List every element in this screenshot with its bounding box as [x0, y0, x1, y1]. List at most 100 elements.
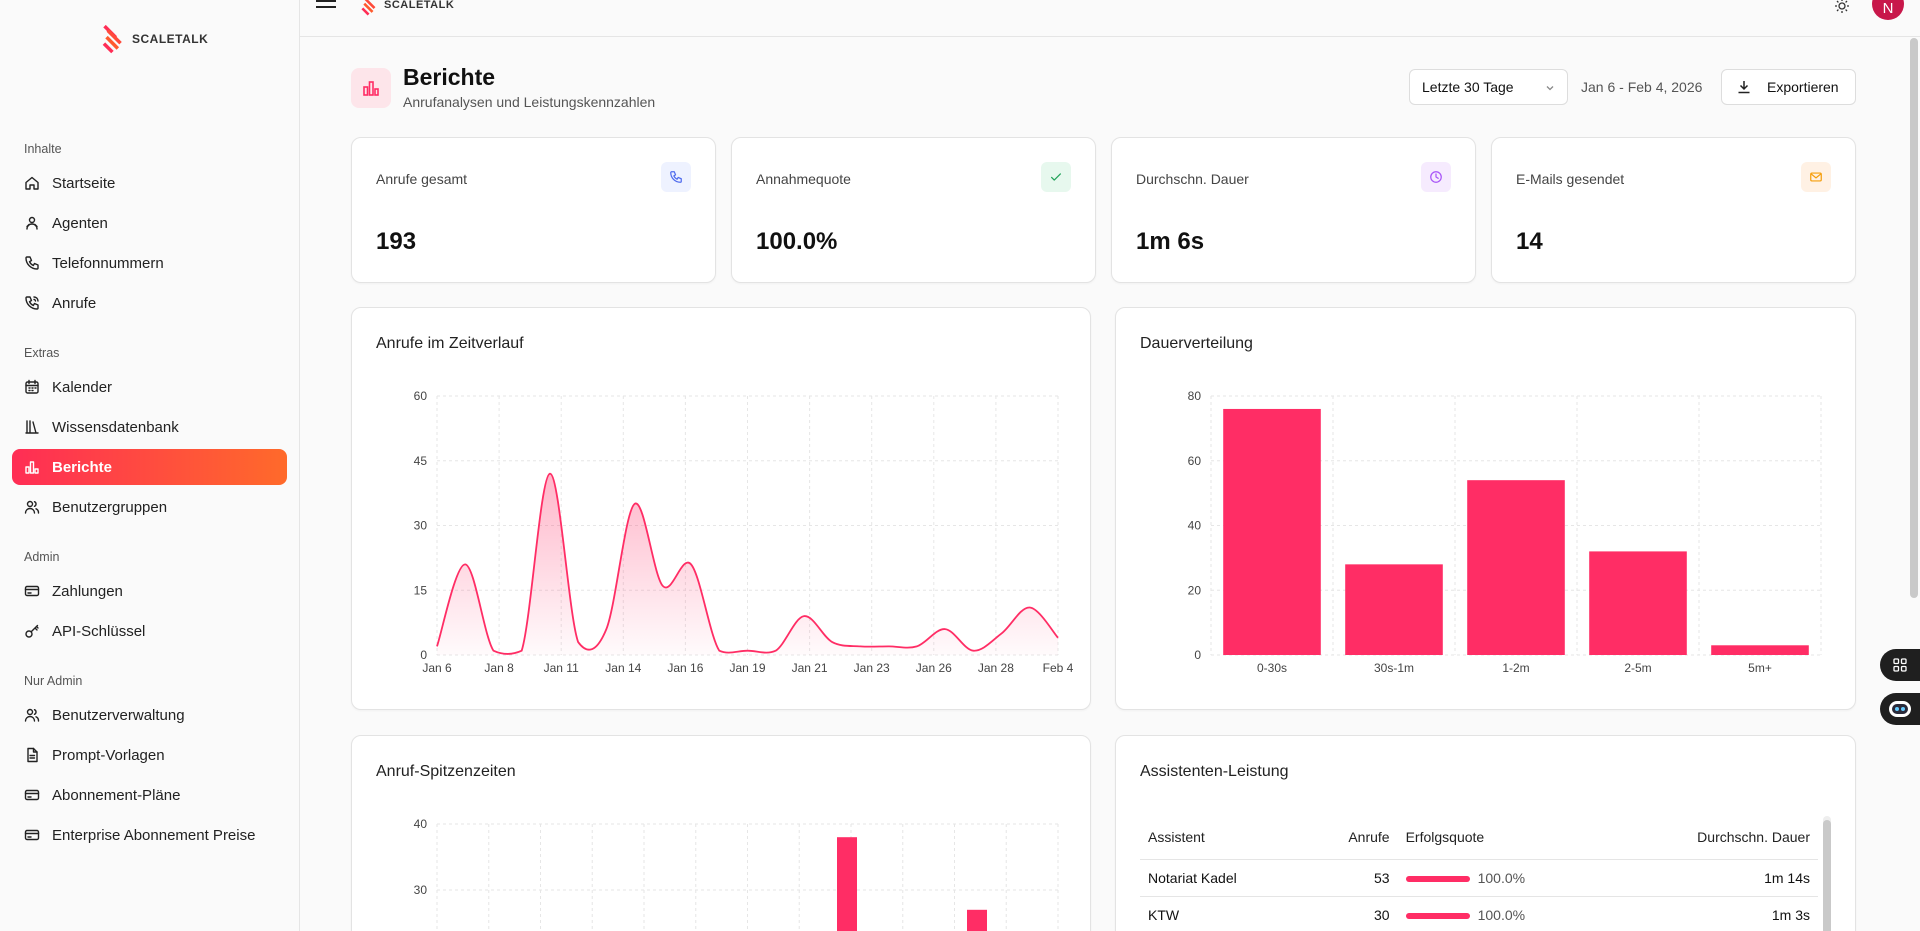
phone-icon — [25, 256, 39, 270]
table-row[interactable]: Notariat Kadel 53 100.0% 1m 14s — [1140, 859, 1818, 897]
theme-toggle-sun-icon[interactable] — [1834, 0, 1850, 14]
sidebar-item-kalender[interactable]: Kalender — [12, 369, 287, 405]
clock-icon — [1430, 171, 1442, 183]
grid-icon — [1893, 658, 1907, 672]
sidebar: SCALETALK Inhalte Startseite Agenten Telefo… — [0, 0, 300, 931]
col-calls[interactable]: Anrufe — [1306, 816, 1398, 860]
calls-over-time-card: Anrufe im Zeitverlauf 0 15 30 45 60 Jan 6 Jan … — [351, 307, 1091, 710]
topbar: SCALETALK N — [300, 0, 1920, 37]
peak-bar — [967, 909, 987, 931]
x-tick-label: Jan 16 — [667, 661, 703, 675]
sidebar-item-berichte[interactable]: Berichte — [12, 449, 287, 485]
sidebar-item-label: Abonnement-Pläne — [52, 786, 181, 804]
stat-value: 1m 6s — [1136, 228, 1205, 255]
table-scrollbar-thumb[interactable] — [1823, 820, 1831, 931]
col-success-rate[interactable]: Erfolgsquote — [1397, 816, 1614, 860]
x-tick-label: Jan 26 — [916, 661, 952, 675]
stat-label: Annahmequote — [756, 171, 851, 187]
assistant-performance-title: Assistenten-Leistung — [1140, 763, 1289, 780]
page-scrollbar[interactable] — [1910, 38, 1918, 931]
y-tick-label: 40 — [1188, 519, 1202, 533]
stat-value: 14 — [1516, 228, 1543, 255]
user-avatar[interactable]: N — [1872, 0, 1904, 20]
sidebar-item-wissensdatenbank[interactable]: Wissensdatenbank — [12, 409, 287, 445]
assistant-name: Notariat Kadel — [1140, 859, 1307, 897]
download-icon — [1738, 81, 1750, 94]
topbar-brand-logo[interactable]: SCALETALK — [358, 0, 454, 16]
x-tick-label: 30s-1m — [1374, 661, 1414, 675]
x-tick-label: 1-2m — [1502, 661, 1529, 675]
sidebar-item-abonnement-pläne[interactable]: Abonnement-Pläne — [12, 777, 287, 813]
stat-value: 193 — [376, 228, 417, 255]
sidebar-item-label: Enterprise Abonnement Preise — [52, 826, 256, 844]
assistant-chat-float-button[interactable] — [1880, 693, 1920, 725]
y-tick-label: 60 — [414, 389, 428, 403]
credit-card-icon — [24, 585, 40, 597]
sidebar-item-benutzerverwaltung[interactable]: Benutzerverwaltung — [12, 697, 287, 733]
sidebar-item-api-schlüssel[interactable]: API-Schlüssel — [12, 613, 287, 649]
stat-card: Durchschn. Dauer 1m 6s — [1111, 137, 1476, 283]
sidebar-item-telefonnummern[interactable]: Telefonnummern — [12, 245, 287, 281]
stat-value: 100.0% — [756, 228, 838, 255]
sidebar-item-startseite[interactable]: Startseite — [12, 165, 287, 201]
robot-icon — [1889, 701, 1911, 717]
sidebar-item-anrufe[interactable]: Anrufe — [12, 285, 287, 321]
scaletalk-logo-icon — [102, 24, 122, 54]
peak-times-card: Anruf-Spitzenzeiten 30 40 — [351, 735, 1091, 931]
assistant-performance-table: Assistent Anrufe Erfolgsquote Durchschn.… — [1140, 816, 1818, 931]
table-header-row: Assistent Anrufe Erfolgsquote Durchschn.… — [1140, 816, 1818, 860]
stat-icon-badge — [661, 162, 691, 192]
export-button[interactable]: Exportieren — [1721, 69, 1856, 105]
success-rate-bar-fill — [1405, 912, 1470, 919]
sidebar-item-enterprise-abonnement-preise[interactable]: Enterprise Abonnement Preise — [12, 817, 287, 853]
scaletalk-logo-icon — [361, 0, 376, 16]
sidebar-item-label: Zahlungen — [52, 582, 123, 600]
nav-section: Extras Kalender Wissensdatenbank Berichte Be… — [12, 343, 287, 529]
apps-float-button[interactable] — [1880, 649, 1920, 681]
x-tick-label: 2-5m — [1624, 661, 1651, 675]
topbar-brand-name: SCALETALK — [384, 0, 455, 11]
peak-times-title: Anruf-Spitzenzeiten — [376, 763, 516, 780]
peak-times-chart: 30 40 — [414, 817, 1059, 931]
date-range-select[interactable]: Letzte 30 Tage — [1409, 69, 1568, 105]
sidebar-item-label: Agenten — [52, 214, 108, 232]
brand-name: SCALETALK — [132, 32, 209, 46]
success-rate-bar-fill — [1405, 875, 1470, 882]
table-scrollbar[interactable] — [1823, 816, 1831, 931]
y-tick-label: 30 — [414, 519, 428, 533]
nav-section: Admin Zahlungen API-Schlüssel — [12, 547, 287, 653]
x-tick-label: 5m+ — [1748, 661, 1772, 675]
sidebar-item-prompt-vorlagen[interactable]: Prompt-Vorlagen — [12, 737, 287, 773]
calls-series-line — [436, 472, 1059, 655]
sidebar-item-label: Prompt-Vorlagen — [52, 746, 165, 764]
y-tick-label: 80 — [1188, 389, 1202, 403]
stat-icon-badge — [1041, 162, 1071, 192]
x-tick-label: Jan 6 — [422, 661, 452, 675]
duration-bar — [1589, 551, 1687, 655]
col-assistant[interactable]: Assistent — [1140, 816, 1307, 860]
nav-section: Inhalte Startseite Agenten Telefonnummern An… — [12, 139, 287, 325]
duration-bar — [1223, 408, 1321, 655]
menu-icon[interactable] — [316, 0, 336, 14]
y-tick-label: 15 — [414, 583, 428, 597]
x-tick-label: Jan 28 — [978, 661, 1014, 675]
duration-bar — [1711, 645, 1809, 655]
sidebar-item-zahlungen[interactable]: Zahlungen — [12, 573, 287, 609]
assistant-calls: 53 — [1306, 859, 1398, 897]
page-scrollbar-thumb[interactable] — [1910, 38, 1918, 598]
y-tick-label: 45 — [414, 454, 428, 468]
duration-bar — [1467, 480, 1565, 655]
assistant-avg-duration: 1m 14s — [1613, 859, 1818, 897]
success-rate-bar — [1405, 912, 1470, 919]
col-avg-duration[interactable]: Durchschn. Dauer — [1613, 816, 1818, 860]
sidebar-item-agenten[interactable]: Agenten — [12, 205, 287, 241]
library-icon — [25, 420, 39, 434]
brand-logo[interactable]: SCALETALK — [100, 24, 208, 54]
table-row[interactable]: KTW 30 100.0% 1m 3s — [1140, 896, 1818, 931]
stat-card: E-Mails gesendet 14 — [1491, 137, 1856, 283]
assistant-avg-duration: 1m 3s — [1613, 896, 1818, 931]
phone-icon — [670, 171, 682, 183]
sidebar-item-benutzergruppen[interactable]: Benutzergruppen — [12, 489, 287, 525]
page-subtitle: Anrufanalysen und Leistungskennzahlen — [403, 94, 656, 110]
assistant-success-rate: 100.0% — [1397, 896, 1614, 931]
